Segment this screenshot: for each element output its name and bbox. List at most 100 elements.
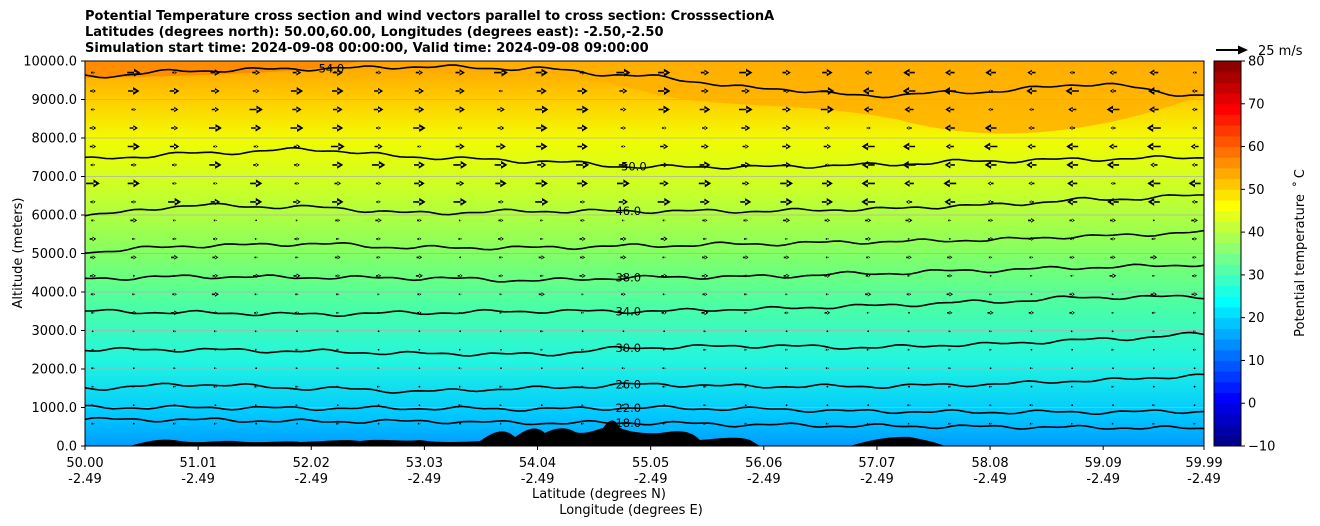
wind-vector (494, 68, 508, 77)
contour-label-30: 30.0 (615, 341, 641, 355)
wind-vector (535, 197, 549, 206)
wind-vector (418, 404, 421, 407)
wind-vector (213, 219, 217, 222)
wind-vector (498, 89, 504, 93)
wind-vector (254, 238, 258, 240)
colorbar-segment (1214, 210, 1241, 222)
wind-vector (254, 330, 258, 333)
wind-vector (1071, 367, 1074, 370)
gridlines (85, 99, 1204, 408)
wind-vector (499, 293, 503, 296)
colorbar-tick-label-1: 0 (1248, 397, 1256, 412)
wind-vector (704, 367, 706, 370)
wind-vector (336, 422, 340, 425)
wind-vector (497, 106, 505, 113)
wind-vector (495, 179, 507, 188)
x-tick-label2-9: -2.49 (1086, 472, 1120, 487)
wind-vector (459, 219, 462, 222)
colorbar-tick-label-5: 40 (1248, 226, 1265, 241)
colorbar-segment (1214, 306, 1241, 319)
wind-vector (907, 422, 911, 425)
wind-vector (703, 348, 707, 351)
wind-vector (702, 125, 708, 131)
wind-vector (1188, 179, 1201, 188)
wind-vector (1191, 107, 1198, 112)
wind-vector (579, 236, 586, 241)
wind-vector (374, 87, 384, 95)
x-tick-label-6: 56.06 (745, 456, 782, 471)
wind-vector (905, 199, 913, 205)
wind-vector (295, 348, 299, 351)
wind-vector (989, 330, 992, 333)
x-tick-label2-7: -2.49 (860, 472, 894, 487)
colorbar-tick-label-8: 70 (1248, 97, 1265, 112)
wind-vector (499, 404, 503, 407)
wind-vector (377, 422, 380, 425)
x-tick-label-1: 51.01 (180, 456, 217, 471)
wind-vector (824, 126, 831, 130)
wind-vector (132, 330, 135, 333)
wind-vector (417, 145, 422, 148)
contour-label-38: 38.0 (615, 271, 641, 285)
wind-vector (866, 348, 870, 351)
x-tick-label2-4: -2.49 (521, 472, 555, 487)
wind-vector (1109, 70, 1117, 76)
wind-vector (413, 197, 426, 206)
wind-vector (498, 218, 504, 223)
wind-vector (866, 126, 871, 130)
wind-vector (621, 311, 625, 314)
wind-vector (1111, 311, 1115, 314)
wind-vector (785, 422, 788, 425)
wind-vector (535, 68, 548, 77)
wind-vector (1192, 71, 1197, 74)
colorbar-segment (1214, 135, 1241, 148)
wind-vector (499, 385, 503, 388)
wind-vector (902, 87, 916, 95)
wind-vector (741, 124, 751, 132)
wind-vector (376, 200, 381, 204)
wind-vector (785, 367, 789, 370)
wind-vector (536, 124, 548, 132)
wind-vector (538, 292, 545, 297)
wind-vector (621, 145, 626, 148)
wind-vector (943, 179, 957, 188)
wind-vector (577, 124, 588, 132)
wind-vector (577, 142, 588, 151)
wind-vector (1152, 385, 1155, 388)
wind-vector (131, 107, 137, 112)
warm-upper-region (420, 61, 1204, 134)
colorbar-segment (1214, 61, 1241, 73)
contour-50 (85, 146, 1204, 170)
wind-vector (334, 181, 342, 186)
wind-vector (825, 237, 829, 240)
wind-vector (658, 105, 670, 114)
x-tick-label2-1: -2.49 (181, 472, 215, 487)
wind-vector (948, 422, 952, 425)
wind-vector (294, 237, 300, 241)
wind-vector (989, 404, 992, 406)
colorbar-tick-label-7: 60 (1248, 140, 1265, 155)
wind-vector (336, 404, 339, 407)
wind-vector (1029, 200, 1034, 204)
y-tick-label-9: 9000.0 (32, 93, 78, 108)
wind-vector (296, 330, 298, 333)
colorbar-segment (1214, 221, 1241, 233)
wind-vector (1111, 330, 1115, 333)
wind-vector (703, 404, 707, 407)
wind-vector (581, 330, 584, 333)
wind-vector (948, 237, 951, 240)
wind-vector (91, 422, 95, 425)
wind-vector (1109, 88, 1117, 94)
wind-vector (662, 256, 666, 259)
wind-vector (132, 348, 135, 351)
wind-vector (662, 367, 666, 370)
wind-vector (90, 273, 96, 278)
wind-vector (254, 385, 258, 388)
wind-vector (822, 179, 833, 188)
wind-vector (866, 385, 870, 388)
x-axis-label: Latitude (degrees N) (532, 487, 666, 502)
wind-vector (132, 404, 135, 407)
wind-vector (1069, 255, 1075, 260)
wind-vector (985, 68, 996, 77)
x-tick-label-4: 54.04 (519, 456, 556, 471)
